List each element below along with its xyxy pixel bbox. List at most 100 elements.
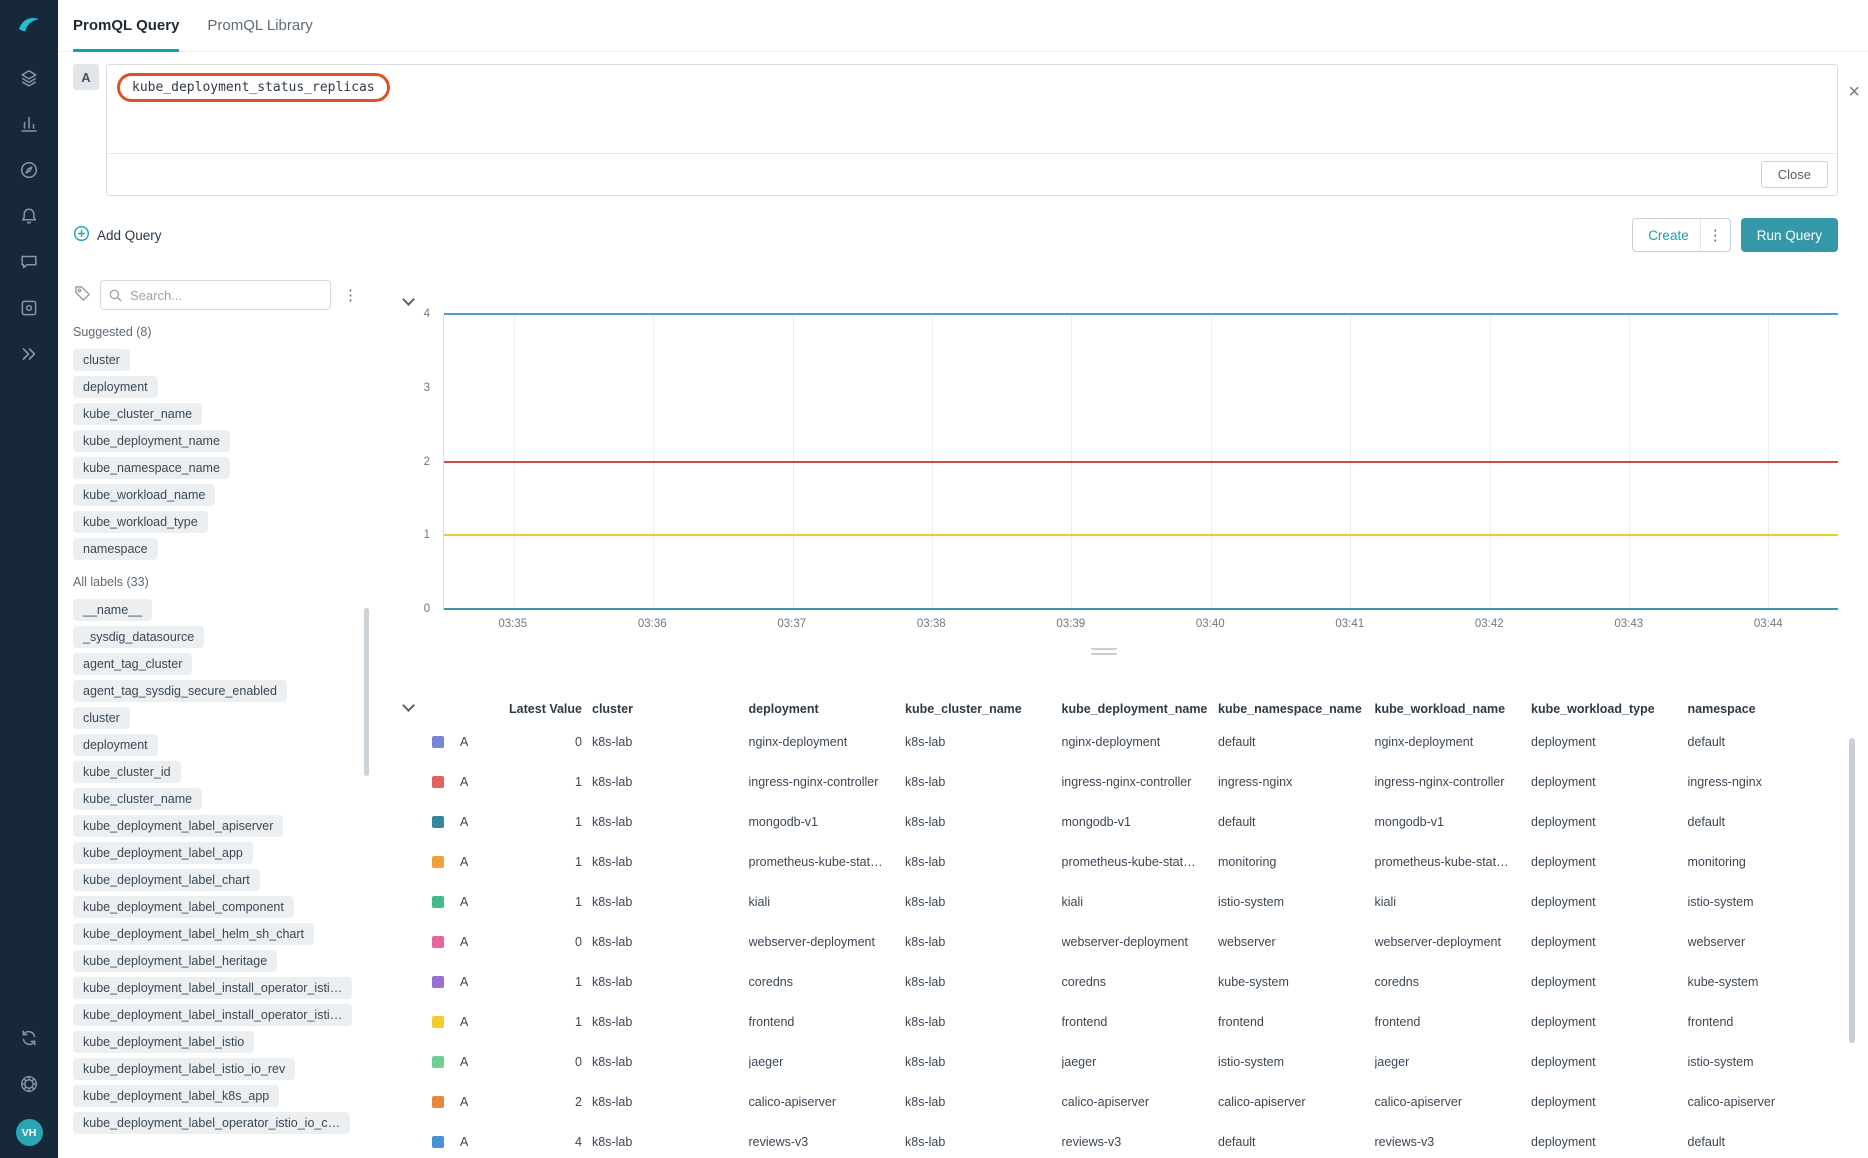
table-cell: A (460, 935, 469, 949)
metrics-chart-icon[interactable] (18, 113, 40, 135)
helm-wheel-icon[interactable] (18, 1073, 40, 1095)
explore-compass-icon[interactable] (18, 159, 40, 181)
table-cell: coredns (1374, 975, 1419, 989)
label-chip[interactable]: kube_deployment_label_component (73, 896, 294, 918)
label-chip[interactable]: kube_workload_type (73, 511, 208, 533)
table-header-cell[interactable]: kube_deployment_name (1061, 702, 1208, 716)
label-chip[interactable]: kube_cluster_name (73, 788, 203, 810)
table-row[interactable]: A 0 k8s-lab nginx-deployment k8s-lab nginx-de… (432, 722, 1838, 762)
run-query-button[interactable]: Run Query (1740, 218, 1838, 252)
table-row[interactable]: A 1 k8s-lab prometheus-kube-stat… k8s-lab pro… (432, 842, 1838, 882)
add-query-label: Add Query (97, 227, 162, 243)
table-row[interactable]: A 0 k8s-lab webserver-deployment k8s-lab webs… (432, 922, 1838, 962)
table-cell: A (460, 895, 469, 909)
labels-panel-scrollbar[interactable] (364, 608, 369, 776)
label-chip[interactable]: kube_cluster_name (73, 403, 203, 425)
label-chip[interactable]: kube_cluster_id (73, 761, 181, 783)
query-input[interactable]: kube_deployment_status_replicas (107, 65, 1837, 153)
tab-promql-query[interactable]: PromQL Query (73, 0, 180, 52)
table-cell: k8s-lab (905, 1015, 946, 1029)
table-row[interactable]: A 1 k8s-lab coredns k8s-lab coredns kube-syste… (432, 962, 1838, 1002)
table-cell: k8s-lab (905, 815, 946, 829)
table-row[interactable]: A 1 k8s-lab frontend k8s-lab frontend frontend… (432, 1002, 1838, 1042)
suggested-labels-header: Suggested (8) (73, 325, 152, 339)
remove-query-icon[interactable]: × (1848, 81, 1860, 103)
table-cell: calico-apiserver (1061, 1095, 1150, 1109)
query-editor-row: A kube_deployment_status_replicas Close … (73, 64, 1860, 196)
table-cell: ingress-nginx-controller (748, 775, 879, 789)
table-header-cell[interactable]: kube_workload_name (1374, 702, 1506, 716)
label-chip[interactable]: kube_deployment_label_k8s_app (73, 1085, 280, 1107)
label-chip[interactable]: kube_deployment_name (73, 430, 230, 452)
table-header-cell[interactable]: kube_workload_type (1531, 702, 1655, 716)
table-cell: kube-system (1218, 975, 1289, 989)
label-chip[interactable]: kube_deployment_label_install_operator_i… (73, 977, 353, 999)
table-header-cell[interactable]: kube_namespace_name (1218, 702, 1362, 716)
timeseries-chart[interactable]: 0 1 2 3 4 (424, 308, 1838, 615)
table-collapse-chevron-icon[interactable] (402, 698, 415, 713)
label-chip[interactable]: kube_deployment_label_chart (73, 869, 260, 891)
y-axis-tick-label: 1 (423, 529, 430, 542)
x-axis-tick-label: 03:38 (916, 618, 946, 630)
sync-icon[interactable] (18, 1027, 40, 1049)
label-chip[interactable]: deployment (73, 376, 158, 398)
tag-icon[interactable] (73, 284, 92, 306)
label-chip[interactable]: __name__ (73, 599, 153, 621)
alerts-bell-icon[interactable] (18, 205, 40, 227)
label-chip[interactable]: kube_namespace_name (73, 457, 230, 479)
label-chip[interactable]: namespace (73, 538, 158, 560)
create-kebab-icon[interactable]: ⋮ (1707, 227, 1723, 244)
table-cell: webserver-deployment (1374, 935, 1501, 949)
table-cell: mongodb-v1 (1374, 815, 1445, 829)
table-header-cell[interactable]: namespace (1687, 702, 1756, 716)
label-chip[interactable]: agent_tag_cluster (73, 653, 193, 675)
table-cell: ingress-nginx (1687, 775, 1762, 789)
table-row[interactable]: A 1 k8s-lab mongodb-v1 k8s-lab mongodb-v1 defa… (432, 802, 1838, 842)
table-row[interactable]: A 4 k8s-lab reviews-v3 k8s-lab reviews-v3 defa… (432, 1122, 1838, 1158)
table-header-cell[interactable]: cluster (592, 702, 633, 716)
table-row[interactable]: A 1 k8s-lab ingress-nginx-controller k8s-lab… (432, 762, 1838, 802)
label-chip[interactable]: kube_workload_name (73, 484, 216, 506)
label-chip[interactable]: kube_deployment_label_heritage (73, 950, 278, 972)
label-chip[interactable]: kube_deployment_label_operator_istio_io_… (73, 1112, 351, 1134)
table-row[interactable]: A 0 k8s-lab jaeger k8s-lab jaeger istio-system… (432, 1042, 1838, 1082)
table-header-cell[interactable]: deployment (748, 702, 819, 716)
table-header-cell[interactable]: Latest Value (509, 702, 582, 716)
table-row[interactable]: A 1 k8s-lab kiali k8s-lab kiali istio-system ki… (432, 882, 1838, 922)
label-chip[interactable]: kube_deployment_label_istio (73, 1031, 255, 1053)
label-chip[interactable]: agent_tag_sysdig_secure_enabled (73, 680, 287, 702)
expand-sidebar-icon[interactable] (18, 343, 40, 365)
table-cell: k8s-lab (592, 935, 633, 949)
label-chip[interactable]: _sysdig_datasource (73, 626, 205, 648)
table-header-cell[interactable]: kube_cluster_name (905, 702, 1022, 716)
x-axis-tick-label: 03:44 (1753, 618, 1783, 630)
user-avatar[interactable]: VH (15, 1119, 43, 1146)
advisor-chat-icon[interactable] (18, 251, 40, 273)
layers-icon[interactable] (18, 67, 40, 89)
chart-collapse-chevron-icon[interactable] (402, 292, 415, 307)
label-chip[interactable]: cluster (73, 349, 130, 371)
table-cell: default (1218, 815, 1256, 829)
label-chip[interactable]: kube_deployment_label_istio_io_rev (73, 1058, 296, 1080)
close-button[interactable]: Close (1760, 161, 1828, 188)
table-row[interactable]: A 2 k8s-lab calico-apiserver k8s-lab calico-a… (432, 1082, 1838, 1122)
label-chip[interactable]: deployment (73, 734, 158, 756)
table-scrollbar[interactable] (1849, 738, 1855, 1043)
create-button[interactable]: Create ⋮ (1632, 218, 1731, 252)
table-cell: calico-apiserver (1218, 1095, 1306, 1109)
label-chip[interactable]: kube_deployment_label_apiserver (73, 815, 284, 837)
table-cell: istio-system (1218, 895, 1284, 909)
sysdig-logo[interactable] (16, 12, 42, 41)
label-chip[interactable]: cluster (73, 707, 130, 729)
captures-icon[interactable] (18, 297, 40, 319)
label-chip[interactable]: kube_deployment_label_helm_sh_chart (73, 923, 314, 945)
label-chip[interactable]: kube_deployment_label_install_operator_i… (73, 1004, 353, 1026)
tab-promql-library[interactable]: PromQL Library (207, 17, 313, 34)
panel-kebab-icon[interactable]: ⋮ (343, 287, 358, 304)
resize-drag-handle[interactable] (1091, 648, 1117, 658)
table-cell: k8s-lab (905, 1135, 946, 1149)
search-input[interactable] (100, 280, 331, 310)
table-cell: A (460, 775, 469, 789)
add-query-button[interactable]: Add Query (73, 225, 162, 245)
label-chip[interactable]: kube_deployment_label_app (73, 842, 253, 864)
